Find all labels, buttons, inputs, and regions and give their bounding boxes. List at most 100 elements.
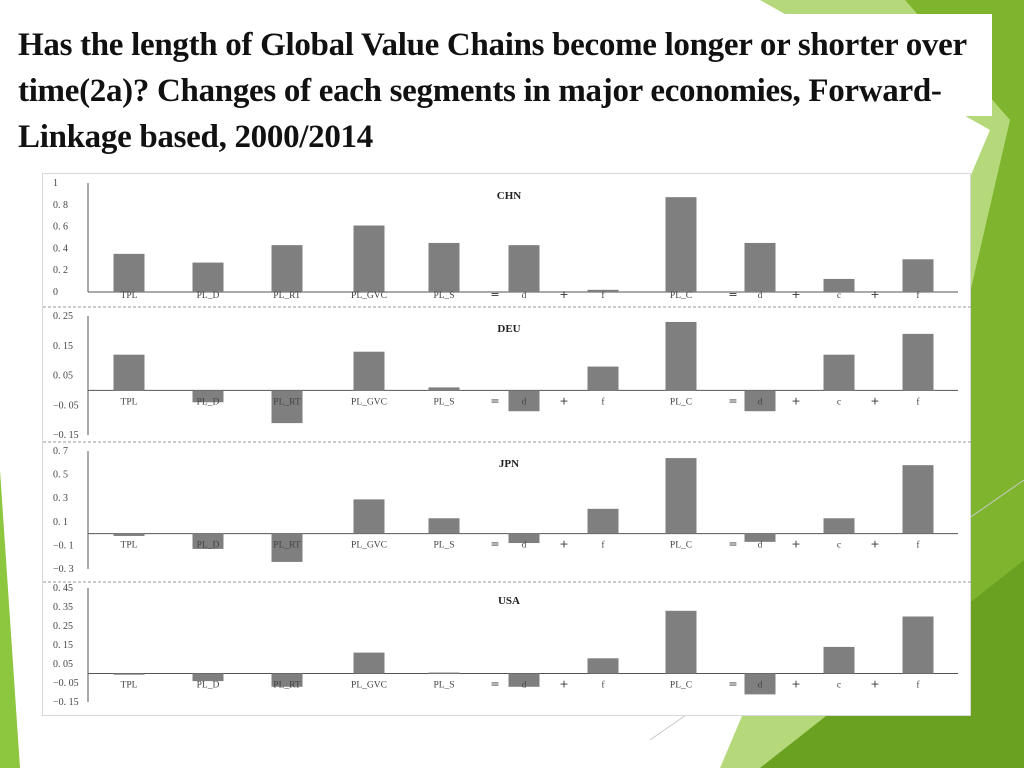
x-category-label: PL_GVC [351, 397, 387, 407]
x-category-label: TPL [121, 397, 138, 407]
bar-usa-f [587, 658, 619, 674]
bar-jpn-pl_s [428, 518, 460, 534]
title-box [8, 14, 992, 116]
bar-deu-pl_d [192, 390, 224, 403]
operator-symbol: = [490, 288, 499, 301]
x-category-label: d [522, 291, 527, 301]
x-category-label: c [837, 397, 841, 407]
x-category-label: PL_RT [273, 397, 301, 407]
bar-usa-d [744, 673, 776, 695]
panel-title-chn: CHN [497, 190, 522, 202]
y-tick-label: 0. 4 [53, 243, 68, 254]
bar-jpn-f [587, 508, 619, 534]
green-decoration-right-dark [860, 0, 1024, 768]
y-tick-label: 0. 35 [53, 602, 73, 613]
operator-symbol: + [791, 538, 800, 551]
x-category-label: f [601, 680, 605, 691]
bar-chn-pl_s [428, 242, 460, 292]
operator-symbol: + [870, 538, 879, 551]
y-tick-label: 0. 7 [53, 446, 68, 457]
panel-title-usa: USA [498, 595, 520, 607]
slide-title: Has the length of Global Value Chains be… [18, 27, 967, 155]
bar-chn-tpl [113, 253, 145, 292]
y-tick-label: −0. 15 [53, 430, 79, 441]
x-category-label: PL_S [433, 681, 454, 691]
x-category-label: c [837, 291, 841, 301]
x-category-label: PL_GVC [351, 541, 387, 551]
panel-title-deu: DEU [497, 323, 520, 335]
y-tick-label: 0. 6 [53, 222, 68, 233]
operator-symbol: + [559, 538, 568, 551]
operator-symbol: + [791, 678, 800, 691]
x-category-label: d [758, 541, 763, 551]
x-category-label: d [522, 397, 527, 407]
operator-symbol: = [728, 288, 737, 301]
y-tick-label: 0. 15 [53, 640, 73, 651]
operator-symbol: = [728, 538, 737, 551]
x-category-label: f [601, 290, 605, 301]
x-category-label: TPL [121, 291, 138, 301]
x-category-label: PL_C [670, 291, 692, 301]
x-category-label: TPL [121, 681, 138, 691]
y-tick-label: 0. 25 [53, 621, 73, 632]
x-category-label: f [916, 680, 920, 691]
bar-usa-pl_d [192, 673, 224, 682]
x-category-label: PL_RT [273, 681, 301, 691]
bar-jpn-tpl [113, 533, 145, 536]
y-tick-label: 0. 15 [53, 341, 73, 352]
x-category-label: d [758, 681, 763, 691]
y-tick-label: 0. 8 [53, 200, 68, 211]
x-category-label: PL_S [433, 397, 454, 407]
x-category-label: PL_D [197, 291, 220, 301]
bar-chn-f [587, 289, 619, 292]
x-category-label: PL_GVC [351, 291, 387, 301]
bar-chn-c [823, 278, 855, 292]
y-tick-label: 0. 45 [53, 583, 73, 594]
y-tick-label: 1 [53, 178, 58, 189]
x-category-label: f [916, 290, 920, 301]
x-category-label: PL_GVC [351, 681, 387, 691]
y-tick-label: −0. 3 [53, 564, 74, 575]
bar-usa-f [902, 616, 934, 674]
x-category-label: f [916, 396, 920, 407]
bar-chn-pl_d [192, 262, 224, 292]
bar-deu-c [823, 354, 855, 391]
bar-jpn-f [902, 465, 934, 534]
x-category-label: PL_RT [273, 291, 301, 301]
operator-symbol: + [559, 288, 568, 301]
bar-deu-tpl [113, 354, 145, 391]
bar-deu-pl_c [665, 321, 697, 391]
bar-deu-d [508, 390, 540, 412]
operator-symbol: + [791, 394, 800, 407]
bar-jpn-pl_rt [271, 533, 303, 562]
operator-symbol: = [490, 394, 499, 407]
x-category-label: PL_D [197, 397, 220, 407]
bar-chn-pl_rt [271, 245, 303, 292]
bar-usa-c [823, 646, 855, 674]
y-tick-label: 0. 25 [53, 311, 73, 322]
bar-jpn-d [744, 533, 776, 542]
y-tick-label: −0. 15 [53, 697, 79, 708]
operator-symbol: + [870, 678, 879, 691]
bar-jpn-c [823, 518, 855, 534]
x-category-label: PL_D [197, 681, 220, 691]
x-category-label: PL_S [433, 291, 454, 301]
bar-usa-pl_gvc [353, 652, 385, 674]
bar-usa-tpl [113, 673, 145, 675]
operator-symbol: = [490, 538, 499, 551]
bar-chn-pl_gvc [353, 225, 385, 292]
bar-deu-pl_gvc [353, 351, 385, 391]
y-tick-label: −0. 1 [53, 540, 74, 551]
x-category-label: d [758, 291, 763, 301]
x-category-label: PL_RT [273, 541, 301, 551]
bar-chn-d [508, 245, 540, 292]
bar-deu-f [587, 366, 619, 391]
operator-symbol: = [490, 678, 499, 691]
bar-usa-pl_c [665, 610, 697, 674]
operator-symbol: = [728, 394, 737, 407]
bar-jpn-pl_gvc [353, 499, 385, 534]
bar-chn-d [744, 242, 776, 292]
y-tick-label: 0 [53, 287, 58, 298]
operator-symbol: + [559, 394, 568, 407]
x-category-label: d [758, 397, 763, 407]
